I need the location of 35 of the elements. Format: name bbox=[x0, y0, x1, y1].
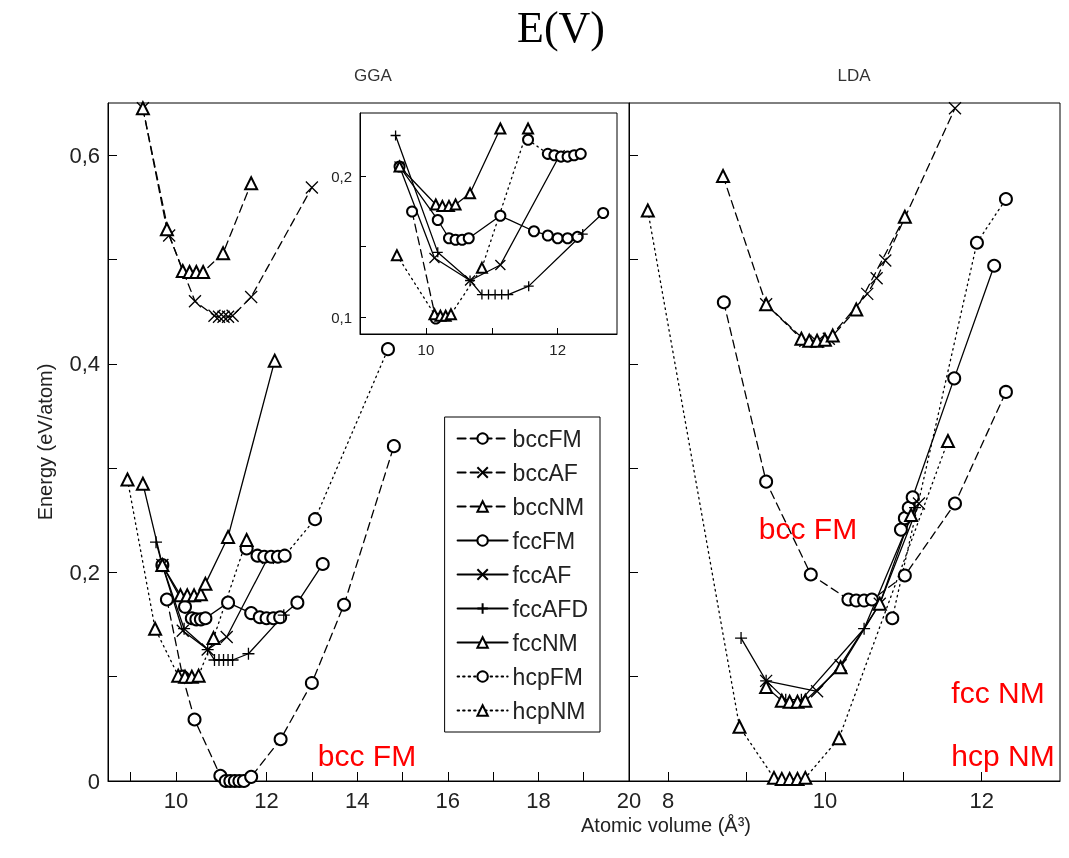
y-tick-label: 0 bbox=[87, 768, 100, 794]
x-tick-label: 16 bbox=[435, 787, 461, 813]
legend-label: fccFM bbox=[512, 527, 576, 554]
annotation: hcp NM bbox=[951, 738, 1055, 772]
legend-label: fccNM bbox=[512, 629, 578, 656]
y-tick-label: 0,6 bbox=[69, 142, 100, 168]
x-tick-label: 10 bbox=[417, 341, 435, 358]
x-tick-label: 8 bbox=[662, 787, 675, 813]
y-tick-label: 0,4 bbox=[69, 351, 100, 377]
legend-label: fccAFD bbox=[512, 595, 588, 622]
x-tick-label: 20 bbox=[616, 787, 642, 813]
legend-label: bccAF bbox=[512, 459, 578, 486]
annotation: fcc NM bbox=[951, 675, 1045, 709]
legend-label: hcpNM bbox=[512, 697, 586, 724]
x-tick-label: 10 bbox=[163, 787, 189, 813]
y-tick-label: 0,2 bbox=[69, 559, 100, 585]
chart-title: E(V) bbox=[517, 2, 605, 52]
x-tick-label: 12 bbox=[549, 341, 567, 358]
annotation: bcc FM bbox=[317, 738, 417, 772]
annotation: bcc FM bbox=[758, 511, 858, 545]
y-axis-title: Energy (eV/atom) bbox=[34, 363, 56, 521]
chart-subtitle: GGA bbox=[354, 66, 393, 85]
legend-label: bccFM bbox=[512, 425, 582, 452]
x-tick-label: 18 bbox=[526, 787, 551, 813]
y-tick-label: 0,1 bbox=[331, 308, 352, 326]
chart-title: LDA bbox=[837, 66, 872, 85]
legend-label: bccNM bbox=[512, 493, 585, 520]
x-tick-label: 10 bbox=[812, 787, 838, 813]
x-tick-label: 14 bbox=[344, 787, 370, 813]
x-tick-label: 12 bbox=[254, 787, 279, 813]
y-tick-label: 0,2 bbox=[331, 167, 352, 185]
x-tick-label: 12 bbox=[969, 787, 994, 813]
legend-label: hcpFM bbox=[512, 663, 583, 690]
legend-label: fccAF bbox=[512, 561, 572, 588]
x-axis-title: Atomic volume (Å³) bbox=[580, 814, 752, 836]
